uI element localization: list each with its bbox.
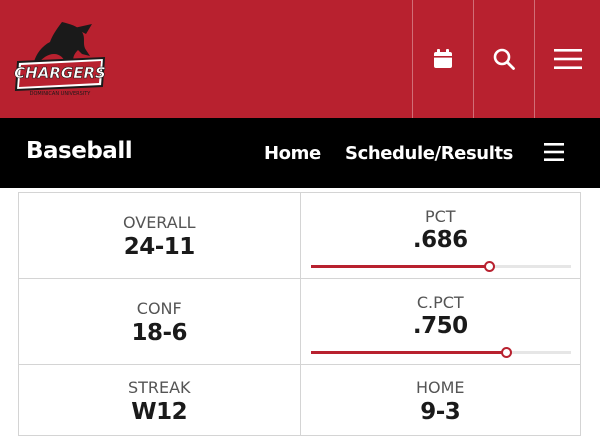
chargers-logo[interactable]: CHARGERS DOMINICAN UNIVERSITY	[12, 20, 112, 100]
progress-knob	[500, 347, 512, 358]
home-stat: HOME 9-3	[299, 365, 581, 435]
calendar-icon	[434, 49, 452, 68]
cpct-stat: C.PCT .750	[299, 279, 581, 364]
sport-title[interactable]: Baseball	[26, 138, 133, 164]
stat-label: CONF	[136, 299, 182, 318]
stat-label: OVERALL	[122, 213, 196, 232]
nav-home-link[interactable]: Home	[264, 143, 321, 164]
nav-schedule-results-link[interactable]: Schedule/Results	[345, 143, 513, 164]
stat-label: HOME	[415, 378, 465, 397]
sport-nav: Baseball Home Schedule/Results	[0, 118, 600, 188]
hamburger-menu-icon	[553, 49, 582, 69]
stat-value: 24-11	[123, 234, 196, 260]
cpct-progress-bar	[310, 347, 571, 358]
logo-wordmark: CHARGERS	[14, 64, 106, 82]
progress-fill	[310, 265, 489, 268]
stat-value: W12	[131, 399, 188, 425]
search-icon	[493, 48, 515, 70]
progress-knob	[483, 261, 495, 272]
stats-row: CONF 18-6 C.PCT .750	[19, 279, 580, 365]
overall-stat: OVERALL 24-11	[19, 193, 300, 278]
site-header: CHARGERS DOMINICAN UNIVERSITY	[0, 0, 600, 118]
calendar-button[interactable]	[412, 0, 473, 118]
stats-row: STREAK W12 HOME 9-3	[19, 365, 580, 435]
stats-row: OVERALL 24-11 PCT .686	[19, 193, 580, 279]
logo-subtext: DOMINICAN UNIVERSITY	[30, 91, 92, 97]
search-button[interactable]	[473, 0, 534, 118]
progress-fill	[310, 351, 506, 354]
stat-label: C.PCT	[416, 293, 464, 312]
stat-value: .750	[412, 313, 468, 339]
streak-stat: STREAK W12	[19, 365, 300, 435]
record-stats-grid: OVERALL 24-11 PCT .686 CONF 18-6 C.PCT .…	[18, 192, 581, 436]
stat-value: .686	[412, 227, 468, 253]
stat-value: 9-3	[420, 399, 461, 425]
main-menu-button[interactable]	[534, 0, 600, 118]
hamburger-menu-icon[interactable]	[544, 143, 564, 161]
conf-stat: CONF 18-6	[19, 279, 300, 364]
stat-value: 18-6	[131, 320, 188, 346]
stat-label: STREAK	[127, 378, 191, 397]
pct-progress-bar	[310, 261, 571, 272]
pct-stat: PCT .686	[299, 193, 581, 278]
stat-label: PCT	[424, 207, 456, 226]
